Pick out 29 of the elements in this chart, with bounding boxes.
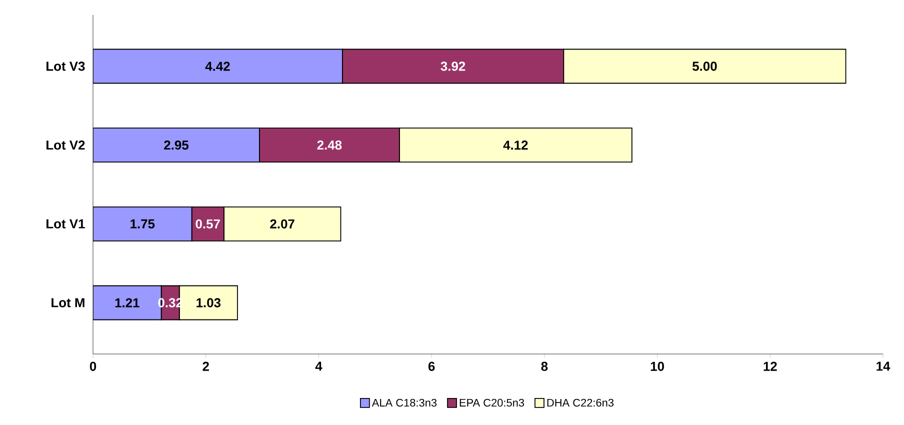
bar [93, 48, 343, 84]
x-tick-label: 4 [315, 362, 322, 371]
data-label: 1.03 [196, 298, 221, 308]
data-label: 0.57 [196, 219, 220, 228]
legend-label: EPA C20:5n3 [460, 398, 524, 407]
data-label: 1.21 [115, 298, 140, 308]
data-label: 2.95 [164, 140, 188, 150]
data-label: 1.75 [130, 219, 155, 228]
legend-label: ALA C18:3n3 [372, 398, 437, 407]
y-tick-label: Lot V3 [46, 62, 85, 71]
x-tick-label: 6 [428, 362, 435, 371]
x-tick-label: 14 [876, 362, 890, 371]
y-tick-label: Lot V2 [46, 140, 85, 150]
bar [93, 206, 192, 242]
x-tick-label: 10 [650, 362, 664, 371]
data-label: 2.48 [317, 140, 342, 150]
legend-label: DHA C22:6n3 [547, 398, 614, 407]
data-label: 4.42 [205, 62, 230, 71]
y-tick-label: Lot V1 [46, 219, 85, 228]
data-label: 5.00 [692, 62, 717, 71]
bar [93, 128, 260, 163]
data-label: 4.12 [503, 140, 528, 150]
x-tick-label: 0 [90, 362, 96, 371]
x-tick-label: 8 [541, 362, 548, 371]
data-label: 3.92 [440, 62, 466, 71]
data-label: 2.07 [270, 219, 294, 228]
x-tick-label: 12 [764, 362, 777, 371]
x-tick-label: 2 [202, 362, 209, 371]
y-tick-label: Lot M [52, 298, 84, 308]
